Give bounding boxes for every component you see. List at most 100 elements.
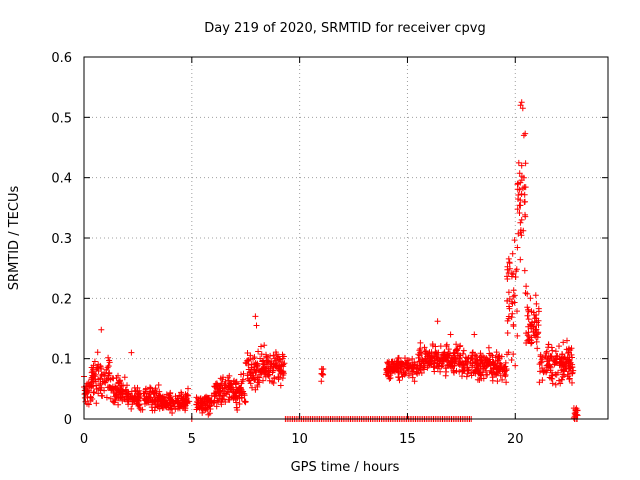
data-point: [505, 349, 512, 356]
data-point: [403, 364, 410, 371]
data-point: [554, 352, 561, 359]
data-point: [467, 355, 474, 362]
data-point: [489, 352, 496, 359]
data-point: [532, 327, 539, 334]
data-point: [258, 343, 264, 350]
data-point: [506, 265, 513, 272]
data-point: [548, 354, 555, 361]
data-point: [320, 366, 327, 372]
data-point: [115, 372, 121, 379]
data-point: [405, 372, 412, 379]
data-point: [198, 399, 205, 406]
data-point: [99, 393, 106, 399]
data-point: [552, 381, 559, 388]
data-point: [566, 375, 573, 382]
data-point: [417, 339, 424, 346]
data-point: [218, 401, 225, 408]
data-point: [474, 357, 481, 364]
data-point: [460, 350, 466, 357]
data-point: [271, 374, 278, 381]
data-point: [251, 366, 258, 373]
data-point: [480, 365, 487, 372]
data-point: [199, 409, 206, 416]
data-point: [395, 354, 402, 361]
data-point: [451, 352, 458, 359]
data-point: [525, 306, 531, 313]
data-point: [443, 353, 450, 360]
data-point: [508, 357, 515, 363]
data-point: [91, 358, 98, 365]
data-point: [218, 380, 225, 387]
data-point: [456, 343, 463, 350]
data-point: [532, 292, 539, 299]
data-point: [143, 398, 150, 405]
data-point: [430, 364, 437, 371]
data-point: [251, 354, 258, 361]
y-tick-label: 0.2: [51, 292, 72, 307]
data-point: [503, 379, 510, 386]
data-point: [248, 361, 255, 368]
data-point: [410, 362, 417, 369]
data-point: [409, 355, 416, 362]
data-point: [254, 382, 261, 389]
data-point: [230, 395, 237, 402]
y-tick-label: 0.1: [51, 353, 72, 368]
data-point: [540, 367, 547, 374]
data-point: [279, 369, 286, 376]
data-point: [473, 363, 480, 370]
x-tick-label: 5: [188, 432, 196, 447]
data-point: [260, 377, 266, 384]
data-point: [98, 384, 105, 391]
data-point: [435, 362, 442, 369]
data-point: [447, 331, 454, 338]
data-point: [493, 349, 500, 356]
data-point: [264, 354, 270, 361]
data-point: [232, 381, 239, 388]
data-point: [247, 380, 254, 387]
data-point: [265, 358, 272, 365]
data-point: [252, 386, 259, 393]
x-tick-label: 0: [80, 432, 88, 447]
data-point: [439, 362, 446, 369]
data-point: [528, 339, 535, 346]
data-point: [264, 359, 271, 366]
data-point: [510, 293, 517, 300]
data-point: [535, 330, 541, 337]
axis-ticks: 0 0.1 0.2 0.3 0.4 0.5 0.6 0 5 10 15 20: [51, 51, 608, 447]
x-tick-label: 20: [507, 432, 524, 447]
data-point: [264, 371, 271, 378]
data-point: [450, 367, 457, 374]
data-point: [570, 414, 577, 421]
data-point: [498, 353, 505, 360]
data-point: [428, 355, 435, 362]
data-point: [217, 393, 224, 400]
data-point: [85, 379, 92, 386]
data-point: [166, 392, 173, 399]
data-point: [97, 381, 104, 388]
data-point: [520, 185, 526, 192]
data-point: [131, 395, 138, 402]
data-point: [539, 355, 546, 362]
data-point: [131, 384, 138, 391]
data-point: [177, 402, 184, 409]
data-point: [135, 397, 142, 404]
data-point: [241, 398, 248, 405]
data-point: [389, 367, 396, 373]
data-point: [534, 345, 541, 352]
data-point: [99, 378, 106, 385]
data-point: [253, 322, 260, 329]
x-axis-label: GPS time / hours: [291, 460, 400, 475]
data-point: [255, 348, 262, 355]
data-point: [136, 402, 143, 408]
data-point: [128, 349, 135, 356]
data-point: [384, 360, 391, 367]
data-point: [226, 389, 232, 396]
data-point: [510, 271, 517, 278]
data-point: [396, 369, 402, 376]
data-point: [556, 343, 562, 350]
data-point: [533, 319, 540, 326]
data-point: [91, 389, 98, 396]
data-point: [244, 372, 251, 379]
data-point: [152, 386, 159, 393]
